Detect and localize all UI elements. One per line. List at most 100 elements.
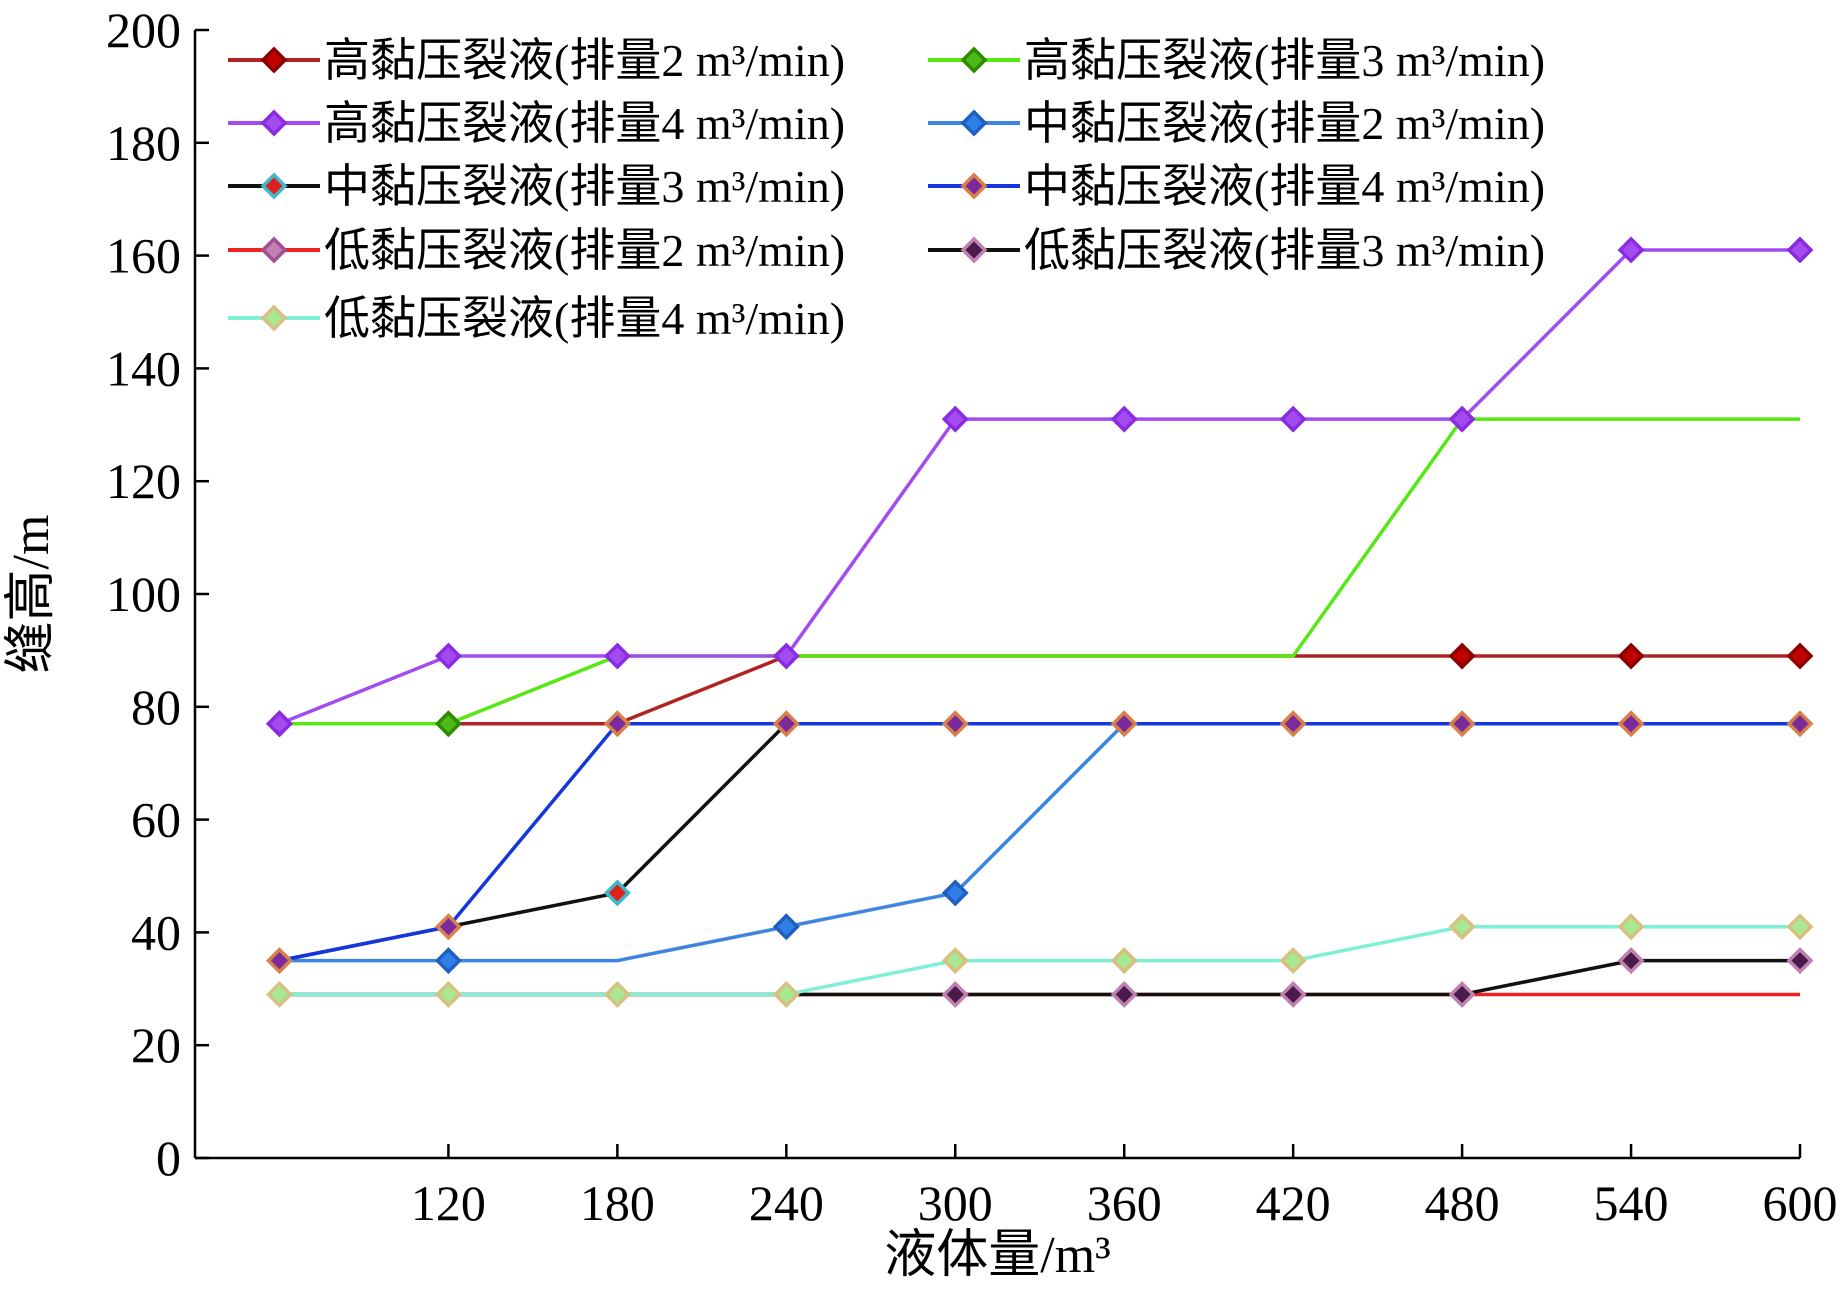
data-point (1448, 405, 1476, 433)
data-point (1279, 980, 1307, 1008)
x-tick-label: 300 (918, 1175, 993, 1231)
data-point (772, 980, 800, 1008)
legend-item: 低黏压裂液(排量2 m³/min) (228, 225, 845, 276)
legend-label: 低黏压裂液(排量3 m³/min) (1024, 225, 1545, 276)
legend-label: 中黏压裂液(排量2 m³/min) (1024, 98, 1545, 149)
data-point (434, 947, 462, 975)
data-point (603, 980, 631, 1008)
x-tick-label: 180 (580, 1175, 655, 1231)
series-8 (279, 947, 1814, 1008)
y-tick-label: 60 (131, 792, 181, 848)
legend-item: 中黏压裂液(排量2 m³/min) (928, 98, 1545, 149)
data-point (1448, 642, 1476, 670)
y-tick-label: 20 (131, 1017, 181, 1073)
legend-swatch-marker (260, 172, 288, 200)
legend: 高黏压裂液(排量2 m³/min) 高黏压裂液(排量3 m³/min) 高黏压裂液(… (228, 35, 1545, 344)
data-point (265, 710, 293, 738)
legend-label: 高黏压裂液(排量2 m³/min) (324, 35, 845, 86)
series-line (279, 654, 1800, 726)
data-point (1110, 947, 1138, 975)
y-tick-label: 80 (131, 679, 181, 735)
series-9 (265, 913, 1814, 1008)
legend-label: 中黏压裂液(排量4 m³/min) (1024, 161, 1545, 212)
series-line (279, 721, 1800, 963)
legend-item: 中黏压裂液(排量4 m³/min) (928, 161, 1545, 212)
series-line (279, 925, 1800, 997)
x-tick-label: 480 (1425, 1175, 1500, 1231)
data-point (1617, 642, 1645, 670)
data-point (941, 710, 969, 738)
series-1 (265, 642, 1814, 738)
legend-swatch-marker (960, 236, 988, 264)
legend-item: 中黏压裂液(排量3 m³/min) (228, 161, 845, 212)
y-tick-label: 140 (106, 340, 181, 396)
data-point (1617, 913, 1645, 941)
legend-swatch-marker (960, 109, 988, 137)
data-point (941, 980, 969, 1008)
data-point (772, 710, 800, 738)
data-point (941, 947, 969, 975)
legend-swatch-marker (960, 46, 988, 74)
data-point (1110, 980, 1138, 1008)
data-point (941, 405, 969, 433)
data-point (1448, 980, 1476, 1008)
legend-swatch-marker (260, 304, 288, 332)
legend-swatch-marker (260, 236, 288, 264)
data-point (1786, 710, 1814, 738)
y-tick-label: 120 (106, 453, 181, 509)
legend-item: 高黏压裂液(排量3 m³/min) (928, 35, 1545, 86)
series-group (265, 236, 1814, 1008)
data-point (603, 710, 631, 738)
data-point (1110, 710, 1138, 738)
x-tick-label: 120 (411, 1175, 486, 1231)
data-point (941, 879, 969, 907)
series-4 (279, 721, 1800, 975)
legend-item: 低黏压裂液(排量4 m³/min) (228, 293, 845, 344)
data-point (1110, 405, 1138, 433)
legend-label: 高黏压裂液(排量4 m³/min) (324, 98, 845, 149)
data-point (265, 947, 293, 975)
series-line (279, 958, 1800, 997)
data-point (1786, 913, 1814, 941)
data-point (1279, 405, 1307, 433)
data-point (772, 642, 800, 670)
data-point (1786, 236, 1814, 264)
legend-label: 高黏压裂液(排量3 m³/min) (1024, 35, 1545, 86)
y-tick-label: 0 (156, 1130, 181, 1186)
y-axis-title: 缝高/m (3, 515, 60, 674)
y-tick-label: 180 (106, 115, 181, 171)
legend-swatch-marker (260, 46, 288, 74)
legend-swatch-marker (260, 109, 288, 137)
data-point (434, 913, 462, 941)
legend-label: 低黏压裂液(排量2 m³/min) (324, 225, 845, 276)
series-line (279, 417, 1800, 726)
legend-item: 高黏压裂液(排量4 m³/min) (228, 98, 845, 149)
y-tick-label: 100 (106, 566, 181, 622)
data-point (1786, 947, 1814, 975)
data-point (434, 980, 462, 1008)
series-2 (279, 417, 1800, 738)
data-point (1617, 236, 1645, 264)
data-point (603, 879, 631, 907)
y-tick-label: 160 (106, 228, 181, 284)
y-tick-label: 40 (131, 904, 181, 960)
data-point (1448, 710, 1476, 738)
legend-swatch-marker (960, 172, 988, 200)
legend-label: 中黏压裂液(排量3 m³/min) (324, 161, 845, 212)
legend-item: 高黏压裂液(排量2 m³/min) (228, 35, 845, 86)
data-point (772, 913, 800, 941)
data-point (1617, 947, 1645, 975)
data-point (434, 642, 462, 670)
data-point (1448, 913, 1476, 941)
x-tick-label: 540 (1594, 1175, 1669, 1231)
data-point (265, 980, 293, 1008)
x-axis-title: 液体量/m³ (884, 1227, 1111, 1284)
x-tick-label: 240 (749, 1175, 824, 1231)
data-point (1786, 642, 1814, 670)
series-3 (265, 236, 1814, 738)
series-6 (265, 710, 1814, 975)
data-point (434, 710, 462, 738)
data-point (603, 642, 631, 670)
